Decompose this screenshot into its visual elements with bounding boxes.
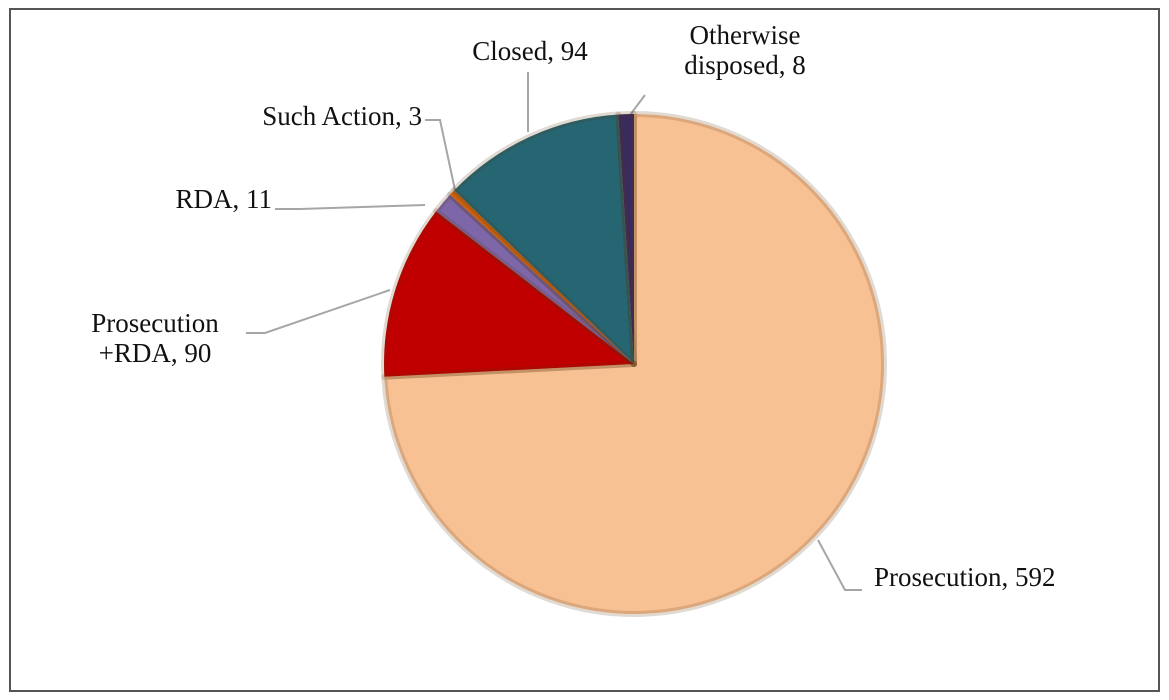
pie-slices	[381, 111, 887, 617]
leader-line	[275, 204, 426, 210]
data-label: Closed, 94	[472, 36, 588, 66]
leader-line	[629, 94, 646, 116]
pie-slice	[433, 191, 637, 367]
pie-slice	[381, 208, 637, 380]
leader-lines	[246, 72, 862, 591]
data-label: Otherwise disposed, 8	[684, 20, 806, 80]
data-label: Such Action, 3	[262, 101, 422, 131]
pie-slice	[447, 187, 637, 367]
data-label: Prosecution, 592	[874, 562, 1056, 592]
chart-frame	[9, 8, 1160, 692]
pie-slice	[615, 111, 637, 367]
pie-slice	[451, 111, 637, 367]
leader-line	[817, 539, 862, 591]
leader-line	[246, 289, 391, 334]
data-label: RDA, 11	[175, 184, 272, 214]
pie-slice	[381, 111, 887, 617]
leader-line	[425, 119, 456, 191]
data-label: Prosecution +RDA, 90	[91, 308, 219, 368]
